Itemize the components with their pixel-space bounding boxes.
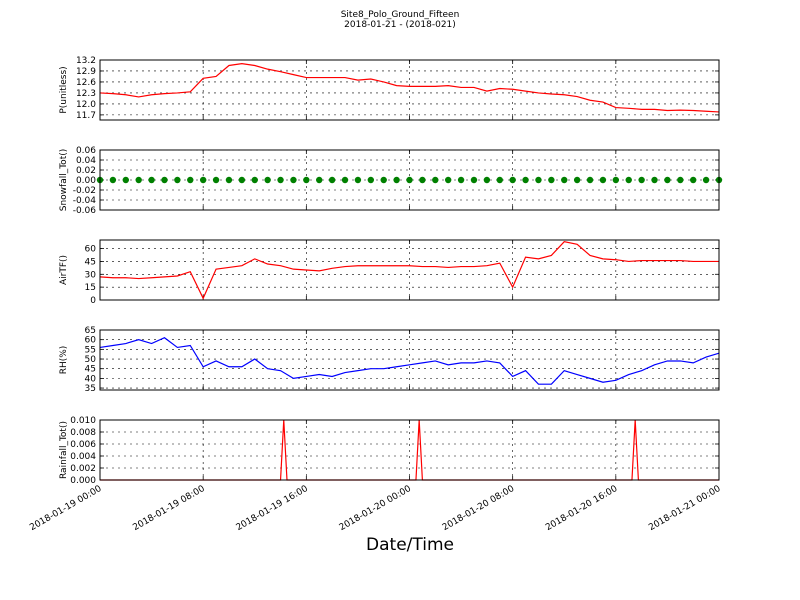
point xyxy=(625,176,632,184)
point xyxy=(264,176,271,184)
series-line xyxy=(99,63,720,113)
y-axis-label: RH(%) xyxy=(59,346,69,375)
y-tick-label: 12.3 xyxy=(76,89,96,99)
point xyxy=(367,176,375,184)
point xyxy=(212,176,220,184)
point xyxy=(316,176,323,184)
y-tick-label: 15 xyxy=(85,283,96,293)
y-tick-label: 0.004 xyxy=(70,452,96,462)
y-tick-label: -0.06 xyxy=(73,206,97,216)
point xyxy=(483,176,491,184)
y-tick-label: 30 xyxy=(85,270,97,280)
point xyxy=(664,176,671,184)
y-tick-label: 0.006 xyxy=(70,440,96,450)
y-tick-label: -0.02 xyxy=(73,186,96,196)
y-axis-label: Snowfall_Tot() xyxy=(59,149,69,212)
point xyxy=(561,176,568,184)
y-axis-label: P(unitless) xyxy=(59,66,69,113)
point xyxy=(573,176,581,184)
point xyxy=(690,176,697,184)
point xyxy=(406,176,413,184)
point xyxy=(354,176,362,184)
y-tick-label: 45 xyxy=(85,257,96,267)
point xyxy=(599,176,607,184)
point xyxy=(328,176,336,184)
point xyxy=(651,176,658,184)
series-line xyxy=(99,241,719,300)
y-tick-label: 50 xyxy=(85,355,97,365)
plot-frame xyxy=(99,149,720,211)
y-tick-label: 0 xyxy=(90,296,96,306)
plot-frame xyxy=(99,239,720,301)
point xyxy=(148,176,155,184)
point xyxy=(187,176,194,184)
y-tick-label: 0.010 xyxy=(70,416,96,426)
point xyxy=(303,176,310,184)
y-axis-label: Rainfall_Tot() xyxy=(59,421,69,479)
y-tick-label: 11.7 xyxy=(76,111,96,121)
plot-frame xyxy=(99,59,720,121)
point xyxy=(432,176,439,184)
point xyxy=(535,176,542,184)
plot-frame xyxy=(99,419,720,481)
point xyxy=(522,176,529,184)
y-tick-label: -0.04 xyxy=(73,196,97,206)
y-tick-label: 0.002 xyxy=(70,464,96,474)
chart-title: Site8_Polo_Ground_Fifteen xyxy=(341,10,460,20)
point xyxy=(290,176,297,184)
point xyxy=(109,176,117,184)
point xyxy=(496,176,503,184)
point xyxy=(341,176,349,184)
y-tick-label: 35 xyxy=(85,384,96,394)
y-tick-label: 0.000 xyxy=(70,476,96,486)
point xyxy=(586,176,594,184)
point xyxy=(702,176,710,184)
point xyxy=(122,176,129,184)
point xyxy=(444,176,452,184)
point xyxy=(380,176,387,184)
y-tick-label: 0.008 xyxy=(70,428,96,438)
y-tick-label: 55 xyxy=(85,345,96,355)
plot-frame xyxy=(99,329,720,391)
y-tick-label: 60 xyxy=(85,336,97,346)
point xyxy=(277,176,284,184)
point xyxy=(135,176,142,184)
point xyxy=(612,176,620,184)
point xyxy=(225,176,233,184)
point xyxy=(419,176,426,184)
series-line xyxy=(99,337,720,385)
point xyxy=(393,176,400,184)
y-tick-label: 45 xyxy=(85,365,96,375)
y-tick-label: 40 xyxy=(85,374,97,384)
y-tick-label: 0.00 xyxy=(76,176,96,186)
y-axis-label: AirTF() xyxy=(59,255,69,285)
y-tick-label: 0.06 xyxy=(76,146,96,156)
point xyxy=(238,176,246,184)
point xyxy=(199,176,207,184)
y-tick-label: 12.6 xyxy=(76,78,96,88)
point xyxy=(548,176,555,184)
y-tick-label: 65 xyxy=(85,326,96,336)
point xyxy=(161,176,168,184)
y-tick-label: 12.9 xyxy=(76,67,96,77)
point xyxy=(174,176,181,184)
y-tick-label: 0.02 xyxy=(76,166,96,176)
y-tick-label: 13.2 xyxy=(76,56,96,66)
point xyxy=(251,176,258,184)
point xyxy=(509,176,516,184)
point xyxy=(470,176,478,184)
point xyxy=(638,176,645,184)
y-tick-label: 0.04 xyxy=(76,156,96,166)
point xyxy=(457,176,465,184)
point xyxy=(677,176,684,184)
chart-subtitle: 2018-01-21 - (2018-021) xyxy=(344,20,456,30)
y-tick-label: 60 xyxy=(85,245,97,255)
x-axis-label: Date/Time xyxy=(366,535,454,555)
y-tick-label: 12.0 xyxy=(76,100,96,110)
